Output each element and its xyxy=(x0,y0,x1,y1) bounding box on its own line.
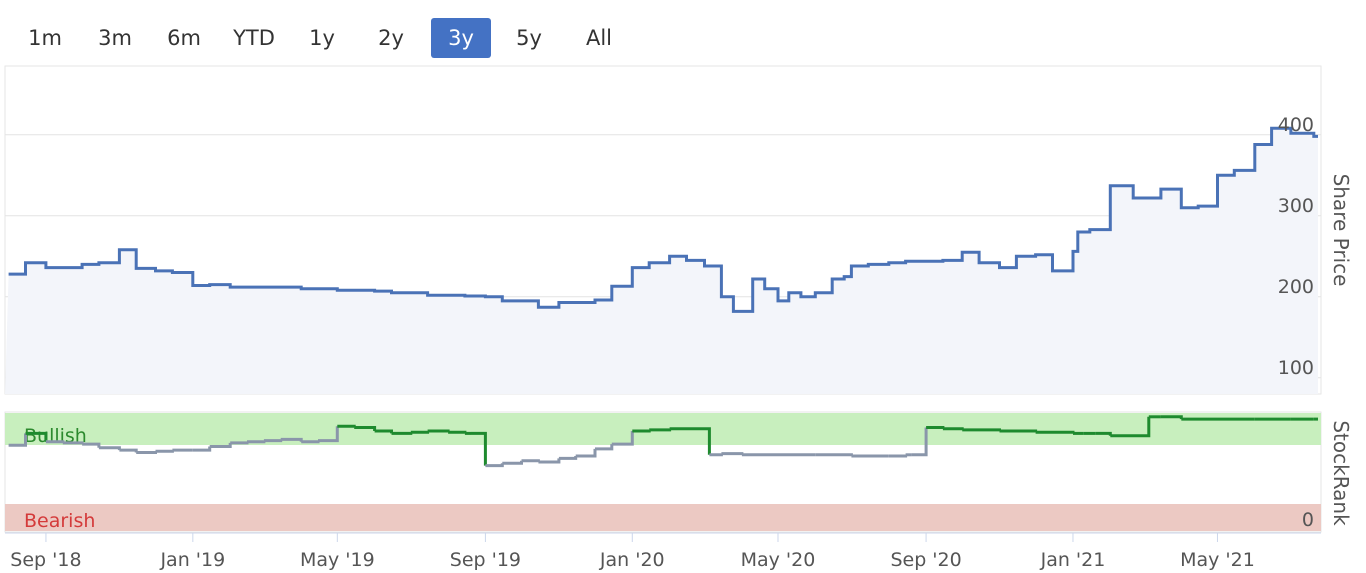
price-axis-label: Share Price xyxy=(1329,174,1353,287)
rank-panel: Bullish Bearish 0 StockRank xyxy=(4,411,1353,533)
stockrank-line-segment xyxy=(1144,416,1151,438)
rank-axis-label: StockRank xyxy=(1329,420,1353,526)
price-tick-label: 300 xyxy=(1278,195,1314,217)
stockrank-line-segment xyxy=(709,453,723,457)
stockrank-line-segment xyxy=(962,428,1001,432)
x-tick-label: Jan '20 xyxy=(599,549,665,571)
stockrank-line-segment xyxy=(247,440,266,444)
range-button-3m[interactable]: 3m xyxy=(98,26,132,50)
stockrank-line-segment xyxy=(942,427,964,431)
stockrank-line-segment xyxy=(62,441,84,445)
stockrank-line-segment xyxy=(815,453,853,457)
price-tick-label: 100 xyxy=(1278,357,1314,379)
stockrank-line-segment xyxy=(410,430,430,434)
x-tick-label: May '20 xyxy=(741,549,816,571)
stockrank-line-segment xyxy=(471,431,487,466)
stockrank-line-segment xyxy=(8,433,27,447)
range-selector: 1m 3m 6m YTD 1y 2y 3y 5y All xyxy=(0,16,700,60)
bearish-band xyxy=(5,504,1321,531)
x-tick-label: May '19 xyxy=(300,549,375,571)
stockrank-line-segment xyxy=(521,459,540,463)
price-panel: 100 200 300 400 Share Price xyxy=(4,65,1353,395)
x-tick-label: Sep '19 xyxy=(450,549,521,571)
stockrank-line-segment xyxy=(888,454,908,458)
stockrank-line-segment xyxy=(136,451,157,454)
price-area xyxy=(5,128,1318,395)
stockrank-line-segment xyxy=(575,448,597,458)
stockrank-line-segment xyxy=(911,427,928,457)
x-tick-label: Jan '21 xyxy=(1040,549,1106,571)
stockrank-line-segment xyxy=(263,439,283,443)
stockrank-line-segment xyxy=(337,424,356,428)
stockrank-line-segment xyxy=(427,429,450,433)
x-axis: Sep '18 Jan '19 May '19 Sep '19 Jan '20 May '… xyxy=(5,532,1321,571)
stockrank-line-segment xyxy=(632,429,651,433)
price-line xyxy=(8,126,1318,313)
stockrank-line-segment xyxy=(999,429,1038,433)
x-tick-label: Sep '20 xyxy=(890,549,961,571)
bearish-label: Bearish xyxy=(24,510,95,532)
x-tick-label: Sep '18 xyxy=(10,549,81,571)
stockrank-line-segment xyxy=(649,428,672,432)
stockrank-line-segment xyxy=(611,431,634,446)
stockrank-line-segment xyxy=(391,431,413,435)
stockrank-line-segment xyxy=(301,440,320,444)
range-button-6m[interactable]: 6m xyxy=(167,26,201,50)
stockrank-line-segment xyxy=(45,440,65,444)
stockrank-line-segment xyxy=(448,430,467,434)
stockrank-line-segment xyxy=(25,431,48,442)
stockrank-line-segment xyxy=(318,426,339,443)
stockrank-line-segment xyxy=(721,452,744,456)
stockrank-line-segment xyxy=(926,426,945,429)
stockrank-line-segment xyxy=(704,427,711,455)
range-button-1m[interactable]: 1m xyxy=(28,26,62,50)
stockrank-line-segment xyxy=(1035,430,1075,434)
range-button-3y[interactable]: 3y xyxy=(431,18,491,58)
range-button-2y[interactable]: 2y xyxy=(378,26,404,50)
stockrank-line-segment xyxy=(230,441,249,445)
x-tick-label: May '21 xyxy=(1180,549,1255,571)
rank-tick-label: 0 xyxy=(1302,509,1314,531)
x-tick-label: Jan '19 xyxy=(159,549,225,571)
stockrank-line-segment xyxy=(595,444,614,451)
range-button-5y[interactable]: 5y xyxy=(516,26,542,50)
stockrank-line-segment xyxy=(155,449,174,453)
range-button-1y[interactable]: 1y xyxy=(309,26,335,50)
range-button-all[interactable]: All xyxy=(585,26,613,50)
range-button-ytd[interactable]: YTD xyxy=(233,26,275,50)
price-tick-label: 400 xyxy=(1278,114,1314,136)
price-tick-label: 200 xyxy=(1278,276,1314,298)
